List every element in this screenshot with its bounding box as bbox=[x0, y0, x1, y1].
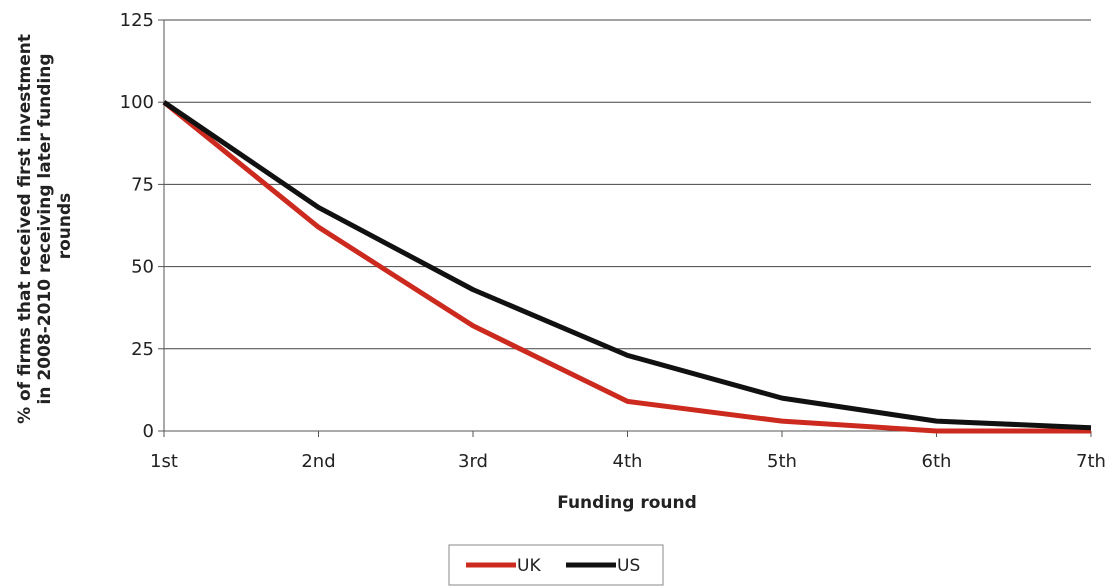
x-tick-label: 3rd bbox=[458, 451, 488, 472]
y-tick-label: 75 bbox=[131, 174, 154, 195]
y-axis-title-line-1: % of firms that received first investmen… bbox=[15, 34, 35, 424]
x-tick-label: 2nd bbox=[301, 451, 335, 472]
x-tick-label: 7th bbox=[1076, 451, 1106, 472]
y-tick-labels: 0 25 50 75 100 125 bbox=[120, 10, 154, 442]
y-tick-label: 0 bbox=[143, 421, 154, 442]
axes bbox=[163, 20, 1091, 432]
y-axis-title-line-2: in 2008-2010 receiving later funding bbox=[35, 53, 55, 404]
y-tick-label: 25 bbox=[131, 339, 154, 360]
x-tick-label: 5th bbox=[767, 451, 797, 472]
x-tick-label: 4th bbox=[613, 451, 643, 472]
x-tick-label: 1st bbox=[150, 451, 178, 472]
x-tick-labels: 1st 2nd 3rd 4th 5th 6th 7th bbox=[150, 431, 1106, 472]
series-lines bbox=[162, 100, 1092, 434]
y-axis-title: % of firms that received first investmen… bbox=[15, 28, 75, 424]
legend-label-uk: UK bbox=[517, 556, 541, 576]
y-tick-label: 125 bbox=[120, 10, 154, 31]
y-tick-label: 100 bbox=[120, 92, 154, 113]
x-tick-label: 6th bbox=[922, 451, 952, 472]
gridlines bbox=[158, 19, 1091, 432]
y-tick-label: 50 bbox=[131, 257, 154, 278]
legend-label-us: US bbox=[617, 556, 640, 576]
series-line-uk bbox=[162, 100, 1091, 434]
x-axis-title: Funding round bbox=[557, 493, 697, 513]
legend: UK US bbox=[448, 544, 664, 586]
y-axis-title-line-3: rounds bbox=[55, 193, 75, 260]
series-line-us bbox=[162, 100, 1092, 431]
